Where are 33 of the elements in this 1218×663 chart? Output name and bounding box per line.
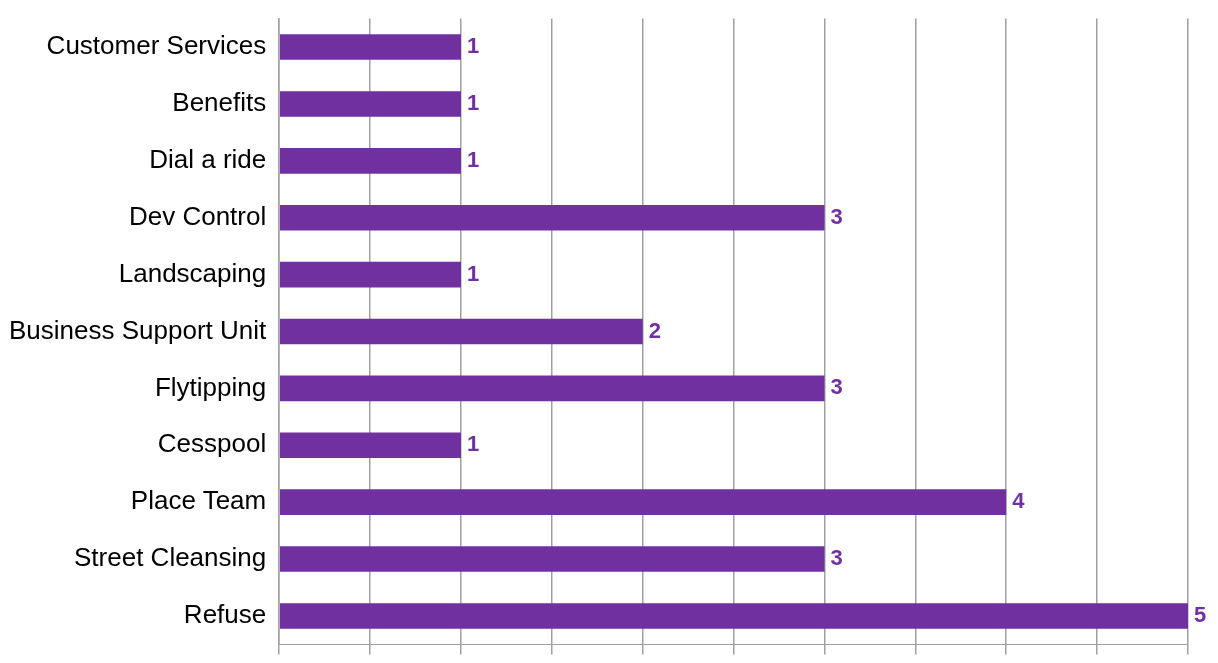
y-tick-label: Dial a ride (149, 144, 267, 174)
data-label: 1 (467, 33, 480, 59)
bar (280, 318, 643, 345)
bar (280, 546, 825, 572)
y-tick-label: Customer Services (46, 30, 267, 61)
y-tick-label: Place Team (130, 485, 267, 516)
data-label: 1 (467, 431, 480, 457)
y-tick-label: Refuse (183, 599, 267, 630)
bar (280, 204, 825, 231)
bar (280, 603, 1188, 629)
data-label: 1 (467, 90, 480, 115)
y-tick-label: Business Support Unit (9, 314, 268, 345)
bar (280, 432, 461, 459)
y-tick-label: Landscaping (118, 257, 267, 288)
bar (280, 34, 461, 60)
y-tick-label: Street Cleansing (74, 542, 267, 573)
y-tick-label: Dev Control (128, 200, 267, 231)
bar (280, 91, 461, 117)
bar (280, 261, 461, 288)
y-tick-label: Cesspool (157, 428, 267, 459)
y-tick-label: Benefits (172, 87, 267, 118)
data-label: 5 (1194, 602, 1207, 628)
data-label: 4 (1012, 488, 1026, 514)
data-label: 2 (648, 317, 661, 343)
data-label: 3 (830, 203, 843, 229)
data-label: 3 (830, 374, 843, 400)
data-label: 3 (830, 545, 843, 571)
bar (280, 375, 825, 402)
data-label: 1 (467, 146, 480, 172)
bar (280, 148, 461, 174)
bar (280, 489, 1007, 515)
data-label: 1 (467, 260, 480, 286)
y-tick-label: Flytipping (154, 371, 267, 402)
